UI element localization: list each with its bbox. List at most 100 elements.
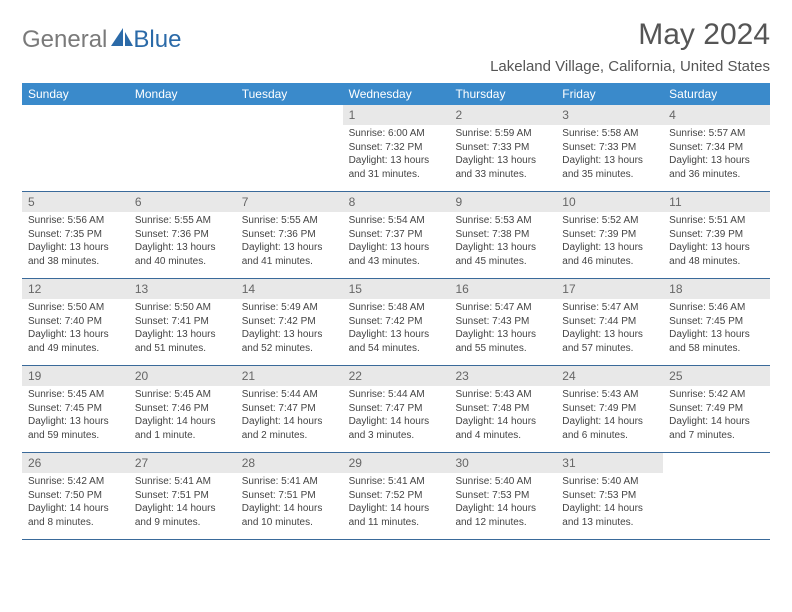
daylight-line1: Daylight: 13 hours	[455, 328, 550, 342]
weekday-header: Friday	[556, 83, 663, 105]
day-content: Sunrise: 5:41 AMSunset: 7:52 PMDaylight:…	[343, 473, 450, 533]
sunrise-text: Sunrise: 5:43 AM	[562, 388, 657, 402]
day-content: Sunrise: 5:50 AMSunset: 7:41 PMDaylight:…	[129, 299, 236, 359]
daylight-line2: and 41 minutes.	[242, 255, 337, 269]
day-cell: 9Sunrise: 5:53 AMSunset: 7:38 PMDaylight…	[449, 192, 556, 278]
day-cell: 13Sunrise: 5:50 AMSunset: 7:41 PMDayligh…	[129, 279, 236, 365]
sunset-text: Sunset: 7:53 PM	[562, 489, 657, 503]
day-number: 23	[449, 366, 556, 386]
sunset-text: Sunset: 7:53 PM	[455, 489, 550, 503]
day-cell: 4Sunrise: 5:57 AMSunset: 7:34 PMDaylight…	[663, 105, 770, 191]
sunset-text: Sunset: 7:41 PM	[135, 315, 230, 329]
sunrise-text: Sunrise: 5:53 AM	[455, 214, 550, 228]
daylight-line2: and 46 minutes.	[562, 255, 657, 269]
day-content: Sunrise: 5:58 AMSunset: 7:33 PMDaylight:…	[556, 125, 663, 185]
daylight-line2: and 51 minutes.	[135, 342, 230, 356]
day-number: 14	[236, 279, 343, 299]
sunset-text: Sunset: 7:52 PM	[349, 489, 444, 503]
daylight-line2: and 59 minutes.	[28, 429, 123, 443]
day-content: Sunrise: 5:45 AMSunset: 7:46 PMDaylight:…	[129, 386, 236, 446]
day-number: 9	[449, 192, 556, 212]
sunset-text: Sunset: 7:50 PM	[28, 489, 123, 503]
sunrise-text: Sunrise: 5:46 AM	[669, 301, 764, 315]
day-number: 30	[449, 453, 556, 473]
day-cell: 30Sunrise: 5:40 AMSunset: 7:53 PMDayligh…	[449, 453, 556, 539]
day-cell: 7Sunrise: 5:55 AMSunset: 7:36 PMDaylight…	[236, 192, 343, 278]
daylight-line1: Daylight: 14 hours	[242, 502, 337, 516]
daylight-line2: and 54 minutes.	[349, 342, 444, 356]
sunrise-text: Sunrise: 5:57 AM	[669, 127, 764, 141]
day-content: Sunrise: 5:56 AMSunset: 7:35 PMDaylight:…	[22, 212, 129, 272]
day-number: 18	[663, 279, 770, 299]
sunrise-text: Sunrise: 5:40 AM	[455, 475, 550, 489]
week-row: 19Sunrise: 5:45 AMSunset: 7:45 PMDayligh…	[22, 366, 770, 453]
sunset-text: Sunset: 7:43 PM	[455, 315, 550, 329]
day-number: 11	[663, 192, 770, 212]
daylight-line1: Daylight: 14 hours	[349, 502, 444, 516]
daylight-line2: and 43 minutes.	[349, 255, 444, 269]
day-number: 21	[236, 366, 343, 386]
daylight-line2: and 52 minutes.	[242, 342, 337, 356]
logo: General Blue	[22, 24, 181, 55]
daylight-line2: and 57 minutes.	[562, 342, 657, 356]
sunset-text: Sunset: 7:47 PM	[349, 402, 444, 416]
daylight-line2: and 7 minutes.	[669, 429, 764, 443]
day-content: Sunrise: 5:47 AMSunset: 7:43 PMDaylight:…	[449, 299, 556, 359]
sunset-text: Sunset: 7:51 PM	[242, 489, 337, 503]
weekday-header: Monday	[129, 83, 236, 105]
daylight-line1: Daylight: 13 hours	[28, 241, 123, 255]
header: General Blue May 2024 Lakeland Village, …	[22, 18, 770, 75]
week-row: 12Sunrise: 5:50 AMSunset: 7:40 PMDayligh…	[22, 279, 770, 366]
sunset-text: Sunset: 7:37 PM	[349, 228, 444, 242]
sunset-text: Sunset: 7:39 PM	[562, 228, 657, 242]
day-cell: 8Sunrise: 5:54 AMSunset: 7:37 PMDaylight…	[343, 192, 450, 278]
daylight-line2: and 49 minutes.	[28, 342, 123, 356]
daylight-line1: Daylight: 13 hours	[455, 154, 550, 168]
day-cell	[236, 105, 343, 191]
day-content: Sunrise: 5:49 AMSunset: 7:42 PMDaylight:…	[236, 299, 343, 359]
day-number: 26	[22, 453, 129, 473]
sunrise-text: Sunrise: 5:52 AM	[562, 214, 657, 228]
day-cell: 28Sunrise: 5:41 AMSunset: 7:51 PMDayligh…	[236, 453, 343, 539]
daylight-line2: and 58 minutes.	[669, 342, 764, 356]
sunrise-text: Sunrise: 6:00 AM	[349, 127, 444, 141]
sunrise-text: Sunrise: 5:40 AM	[562, 475, 657, 489]
sunrise-text: Sunrise: 5:59 AM	[455, 127, 550, 141]
daylight-line1: Daylight: 13 hours	[242, 241, 337, 255]
day-cell: 31Sunrise: 5:40 AMSunset: 7:53 PMDayligh…	[556, 453, 663, 539]
sunset-text: Sunset: 7:32 PM	[349, 141, 444, 155]
daylight-line1: Daylight: 13 hours	[242, 328, 337, 342]
daylight-line2: and 6 minutes.	[562, 429, 657, 443]
day-cell: 16Sunrise: 5:47 AMSunset: 7:43 PMDayligh…	[449, 279, 556, 365]
daylight-line2: and 8 minutes.	[28, 516, 123, 530]
week-row: 26Sunrise: 5:42 AMSunset: 7:50 PMDayligh…	[22, 453, 770, 540]
day-content: Sunrise: 5:55 AMSunset: 7:36 PMDaylight:…	[236, 212, 343, 272]
sunset-text: Sunset: 7:34 PM	[669, 141, 764, 155]
logo-text-left: General	[22, 26, 107, 54]
daylight-line1: Daylight: 13 hours	[28, 415, 123, 429]
daylight-line2: and 38 minutes.	[28, 255, 123, 269]
sunset-text: Sunset: 7:49 PM	[669, 402, 764, 416]
daylight-line1: Daylight: 14 hours	[28, 502, 123, 516]
sunrise-text: Sunrise: 5:45 AM	[28, 388, 123, 402]
sunset-text: Sunset: 7:47 PM	[242, 402, 337, 416]
day-content: Sunrise: 5:44 AMSunset: 7:47 PMDaylight:…	[343, 386, 450, 446]
day-number: 12	[22, 279, 129, 299]
daylight-line1: Daylight: 14 hours	[349, 415, 444, 429]
daylight-line1: Daylight: 14 hours	[455, 415, 550, 429]
sunrise-text: Sunrise: 5:42 AM	[669, 388, 764, 402]
day-content: Sunrise: 5:44 AMSunset: 7:47 PMDaylight:…	[236, 386, 343, 446]
sunrise-text: Sunrise: 5:48 AM	[349, 301, 444, 315]
day-content: Sunrise: 6:00 AMSunset: 7:32 PMDaylight:…	[343, 125, 450, 185]
day-cell: 29Sunrise: 5:41 AMSunset: 7:52 PMDayligh…	[343, 453, 450, 539]
day-cell: 14Sunrise: 5:49 AMSunset: 7:42 PMDayligh…	[236, 279, 343, 365]
day-cell: 15Sunrise: 5:48 AMSunset: 7:42 PMDayligh…	[343, 279, 450, 365]
weekday-header: Tuesday	[236, 83, 343, 105]
daylight-line2: and 40 minutes.	[135, 255, 230, 269]
week-row: 5Sunrise: 5:56 AMSunset: 7:35 PMDaylight…	[22, 192, 770, 279]
daylight-line1: Daylight: 13 hours	[349, 241, 444, 255]
day-number: 10	[556, 192, 663, 212]
week-row: 1Sunrise: 6:00 AMSunset: 7:32 PMDaylight…	[22, 105, 770, 192]
weekday-header: Sunday	[22, 83, 129, 105]
day-cell: 25Sunrise: 5:42 AMSunset: 7:49 PMDayligh…	[663, 366, 770, 452]
